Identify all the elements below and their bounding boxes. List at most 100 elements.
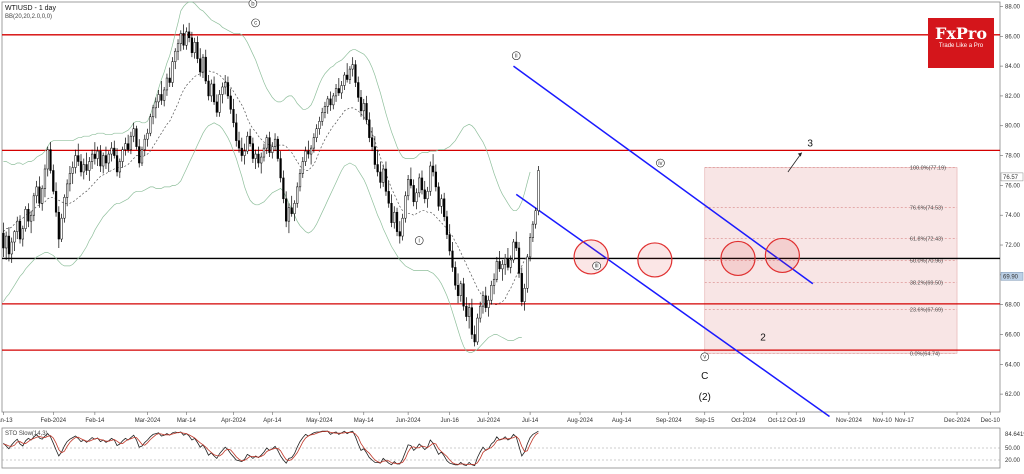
candle-body [88,161,91,171]
candle-body [504,258,507,265]
fib-level-label: 0.0%(64.74) [910,351,940,357]
candle-body [423,189,426,200]
candle-body [254,153,257,159]
candle-body [82,164,85,173]
x-tick-label: Nov-17 [895,418,915,424]
candle-body [52,170,55,192]
price-tick-label: 74.00 [1005,213,1021,219]
candle-body [10,241,13,255]
candle-body [412,185,415,203]
x-tick-label: Oct-2024 [731,418,756,424]
price-tick-label: 66.00 [1005,332,1021,338]
candle-body [221,86,224,95]
candle-body [143,138,146,150]
candle-body [456,285,460,296]
candle-body [121,149,124,162]
candle-body [96,150,99,159]
x-tick-label: Feb-2024 [40,418,66,424]
candle-body [204,56,207,82]
channel-upper-line [513,65,814,285]
candle-body [382,168,385,183]
candle-body [398,231,401,237]
candle-body [348,68,352,80]
candle-body [163,89,166,101]
candle-body [179,33,182,44]
candle-body [395,211,399,232]
wave-label-circle [511,51,521,60]
candle-body [332,95,335,106]
x-tick-label: Oct-12 [768,418,787,424]
candle-body [373,146,376,165]
candle-body [157,94,160,103]
candle-body [273,138,277,147]
x-tick-label: Jul-2024 [477,418,501,424]
x-tick-label: Jun-16 [441,418,460,424]
candle-body [174,50,177,62]
candle-body [426,191,429,200]
x-tick-label: Aug-2024 [567,418,594,424]
candle-body [346,74,349,80]
wave-label-circle [414,236,424,245]
x-tick-label: Sep-15 [695,418,715,424]
candle-body [473,334,476,343]
candle-body [140,149,144,164]
candle-body [146,132,149,140]
candle-body [481,295,485,307]
price-tick-label: 72.00 [1005,243,1021,249]
chart-title: WTIUSD - 1 day [5,5,56,12]
fib-level-label: 23.6%(67.69) [910,307,943,313]
wave-label-circle [656,158,665,168]
wave-label-2-paren: (2) [699,392,711,403]
x-tick-label: Sep-2024 [656,418,683,424]
fib-level-label: 38.2%(69.50) [910,280,943,286]
candle-body [107,153,110,164]
candle-body [240,147,243,156]
wave-label-circle [251,18,260,28]
highlight-circle [720,240,756,277]
candle-body [168,77,171,83]
candle-body [517,247,521,274]
fib-level-label: 50.0%(70.96) [910,259,943,265]
candle-body [132,128,135,137]
wave-label-iii: iii [595,264,599,270]
current-price-box [1000,172,1024,182]
candle-body [129,135,133,150]
candle-body [323,106,327,113]
logo-brand: FxPro [934,24,988,43]
candle-body [185,31,188,46]
candle-body [537,170,540,211]
candle-body [376,164,379,173]
current-price-label: 76.57 [1003,175,1019,181]
candle-body [7,235,11,255]
candle-body [66,183,69,198]
candle-body [390,203,393,223]
candle-body [118,161,121,173]
candle-body [515,241,518,249]
x-tick-label: Jan-13 [0,418,13,424]
bollinger-upper-band [3,1,531,212]
x-tick-label: Jul-14 [522,418,539,424]
candle-body [298,173,302,188]
candle-body [312,137,315,149]
candle-body [46,149,49,170]
candle-body [190,37,194,53]
candle-body [315,128,318,138]
candle-body [54,191,58,213]
candle-body [526,256,529,289]
candle-body [38,186,41,204]
candle-body [124,143,127,150]
x-tick-label: Nov-10 [873,418,893,424]
price-tick-label: 88.00 [1005,4,1021,10]
candle-body [359,97,363,112]
candle-body [110,147,113,155]
candle-body [5,235,8,249]
candle-body [301,161,304,174]
candle-body [445,216,449,235]
candle-body [249,135,252,144]
candle-body [326,98,329,107]
bollinger-lower-band [3,122,522,353]
sto-tick-label: 84.6419 [1005,432,1024,438]
x-tick-label: Dec-10 [981,418,1001,424]
candle-body [357,82,360,98]
